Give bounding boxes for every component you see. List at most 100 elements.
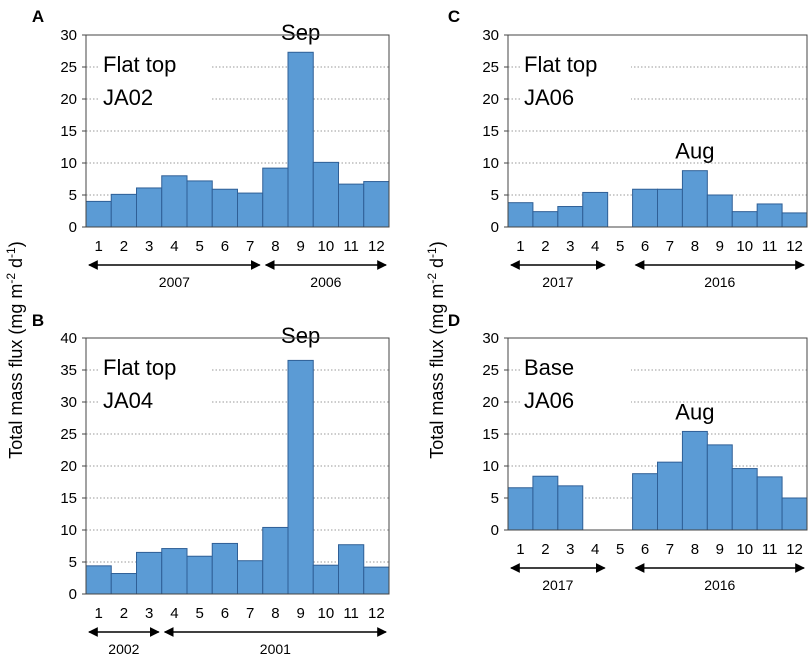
panel-letter-c: C [448,7,460,26]
y-tick-label: 20 [482,91,499,108]
bar-month-2 [110,193,137,228]
y-tick-label: 20 [60,458,77,475]
panel-letter-b: B [32,311,44,330]
bar-month-5 [186,180,213,228]
bar-month-9 [706,444,733,531]
bar-month-6 [211,542,238,595]
bar-month-2 [532,211,559,228]
y-tick-label: 15 [60,490,77,507]
x-tick-label: 4 [591,541,599,558]
y-tick-label: 10 [60,522,77,539]
y-tick-label: 20 [60,91,77,108]
year-label: 2017 [542,274,573,290]
peak-annotation: Sep [281,323,320,348]
y-tick-label: 15 [60,123,77,140]
bar-month-1 [85,200,112,228]
bar-month-10 [731,211,758,228]
y-axis-label-right: Total mass flux (mg m-2 d-1) [425,241,447,458]
x-tick-label: 11 [762,541,778,558]
y-tick-label: 10 [60,155,77,172]
x-tick-label: 4 [170,605,178,622]
y-tick-label: 5 [491,490,499,507]
peak-annotation: Sep [281,20,320,45]
bar-month-10 [312,564,339,595]
plot-frame [507,337,808,531]
x-tick-label: 6 [221,238,229,255]
year-label: 2016 [704,274,735,290]
y-tick-label: 30 [60,27,77,44]
station-label: JA06 [524,85,574,110]
bar-month-7 [657,461,683,531]
y-tick-label: 0 [491,219,499,236]
x-tick-label: 12 [786,541,803,558]
x-tick-label: 3 [566,541,574,558]
bar-month-3 [557,485,584,531]
bar-month-5 [186,555,213,595]
year-label: 2016 [704,577,735,593]
site-label: Flat top [103,355,176,380]
plot-frame [507,34,808,228]
site-label: Flat top [103,52,176,77]
x-tick-label: 10 [318,605,335,622]
annotation-box [268,324,333,350]
y-tick-label: 0 [69,219,77,236]
bar-month-6 [632,473,658,531]
bar-month-1 [507,487,534,531]
x-tick-label: 12 [368,605,385,622]
bar-month-4 [582,191,609,228]
panel-letter-d: D [448,311,460,330]
y-tick-label: 5 [491,187,499,204]
bar-month-9 [287,51,314,228]
y-tick-label: 20 [482,394,499,411]
bar-month-12 [781,212,808,228]
bar-month-3 [557,206,584,228]
x-tick-label: 1 [516,541,524,558]
x-tick-label: 10 [736,238,753,255]
bar-month-6 [211,188,238,228]
x-tick-label: 3 [145,238,153,255]
x-tick-label: 5 [616,238,624,255]
x-tick-label: 2 [541,238,549,255]
x-tick-label: 7 [246,605,254,622]
y-tick-label: 25 [60,426,77,443]
x-tick-label: 8 [271,238,279,255]
x-tick-label: 5 [616,541,624,558]
bar-month-12 [363,566,390,595]
x-tick-label: 9 [716,238,724,255]
y-tick-label: 30 [482,330,499,347]
x-tick-label: 2 [120,238,128,255]
bar-month-8 [681,430,708,531]
bar-month-11 [338,183,365,228]
y-tick-label: 40 [60,330,77,347]
bar-month-2 [532,475,559,531]
y-tick-label: 25 [60,59,77,76]
x-tick-label: 8 [271,605,279,622]
year-label: 2017 [542,577,573,593]
bar-month-11 [756,476,783,531]
x-tick-label: 9 [296,238,304,255]
x-tick-label: 1 [516,238,524,255]
bar-month-9 [706,194,733,228]
x-tick-label: 12 [786,238,803,255]
x-tick-label: 3 [145,605,153,622]
bar-month-2 [110,573,137,595]
plot-frame [85,34,390,228]
bar-month-4 [161,548,188,595]
y-tick-label: 0 [491,522,499,539]
year-label: 2002 [108,641,139,657]
x-tick-label: 4 [591,238,599,255]
y-axis-label-left: Total mass flux (mg m-2 d-1) [4,241,26,458]
bar-month-10 [731,468,758,531]
y-tick-label: 10 [482,458,499,475]
x-tick-label: 7 [666,238,674,255]
x-tick-label: 6 [641,541,649,558]
bar-month-1 [85,565,112,595]
x-tick-label: 8 [691,541,699,558]
x-tick-label: 2 [541,541,549,558]
x-tick-label: 5 [195,238,203,255]
site-label-box [521,351,631,417]
